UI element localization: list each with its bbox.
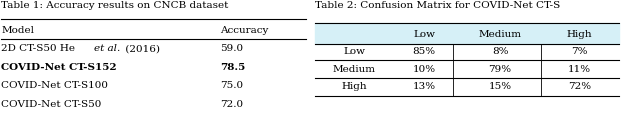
Text: Low: Low: [343, 47, 365, 56]
Text: COVID-Net CT-S152: COVID-Net CT-S152: [1, 62, 117, 71]
Text: Model: Model: [1, 26, 35, 34]
Text: 72.0: 72.0: [220, 99, 244, 108]
Text: 2D CT-S50 He: 2D CT-S50 He: [1, 44, 79, 53]
Text: 72%: 72%: [568, 82, 591, 91]
Text: 15%: 15%: [488, 82, 512, 91]
Text: Accuracy: Accuracy: [220, 26, 269, 34]
Text: COVID-Net CT-S50: COVID-Net CT-S50: [1, 99, 102, 108]
Text: Medium: Medium: [333, 64, 376, 73]
Text: Low: Low: [413, 29, 435, 38]
Text: COVID-Net CT-S100: COVID-Net CT-S100: [1, 81, 108, 90]
Text: (2016): (2016): [122, 44, 161, 53]
Text: Table 2: Confusion Matrix for COVID-Net CT-S: Table 2: Confusion Matrix for COVID-Net …: [314, 1, 560, 10]
Text: Table 1: Accuracy results on CNCB dataset: Table 1: Accuracy results on CNCB datase…: [1, 1, 228, 10]
Text: 8%: 8%: [492, 47, 508, 56]
Text: 75.0: 75.0: [220, 81, 244, 90]
Bar: [314, 24, 619, 44]
Text: 79%: 79%: [488, 64, 512, 73]
Text: 11%: 11%: [568, 64, 591, 73]
Text: et al.: et al.: [94, 44, 120, 53]
Text: 10%: 10%: [413, 64, 436, 73]
Text: 7%: 7%: [571, 47, 588, 56]
Text: Medium: Medium: [479, 29, 522, 38]
Text: 13%: 13%: [413, 82, 436, 91]
Text: High: High: [341, 82, 367, 91]
Text: 78.5: 78.5: [220, 62, 246, 71]
Text: High: High: [566, 29, 592, 38]
Text: 59.0: 59.0: [220, 44, 244, 53]
Text: 85%: 85%: [413, 47, 436, 56]
